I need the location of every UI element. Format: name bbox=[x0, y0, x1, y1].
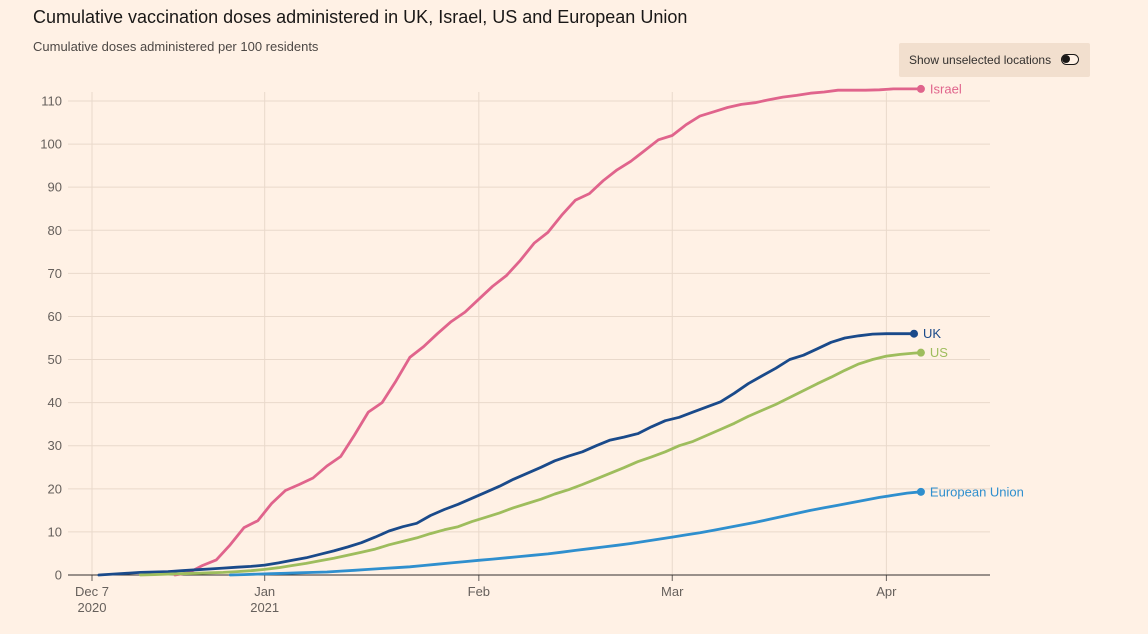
y-tick-label: 80 bbox=[48, 223, 62, 238]
y-tick-label: 40 bbox=[48, 395, 62, 410]
show-unselected-locations-toggle[interactable]: Show unselected locations bbox=[899, 43, 1090, 77]
y-tick-label: 100 bbox=[40, 137, 62, 152]
x-tick-label: Mar bbox=[661, 584, 684, 599]
y-tick-label: 30 bbox=[48, 438, 62, 453]
x-tick-label: Dec 7 bbox=[75, 584, 109, 599]
chart-title: Cumulative vaccination doses administere… bbox=[33, 7, 688, 27]
toggle-switch-icon[interactable] bbox=[1061, 54, 1079, 65]
y-tick-label: 60 bbox=[48, 309, 62, 324]
y-tick-label: 20 bbox=[48, 481, 62, 496]
series-end-marker-european-union bbox=[916, 487, 925, 496]
x-tick-label-year: 2021 bbox=[250, 600, 279, 615]
series-label-european-union: European Union bbox=[930, 484, 1024, 499]
series-line-uk bbox=[97, 332, 916, 577]
x-tick-label: Apr bbox=[876, 584, 897, 599]
x-tick-label-year: 2020 bbox=[78, 600, 107, 615]
series-end-marker-uk bbox=[910, 329, 919, 338]
x-tick-label: Feb bbox=[468, 584, 490, 599]
series-line-israel bbox=[173, 87, 923, 577]
x-tick-label: Jan bbox=[254, 584, 275, 599]
y-tick-label: 10 bbox=[48, 524, 62, 539]
series-line-european-union bbox=[228, 490, 923, 577]
y-tick-label: 0 bbox=[55, 568, 62, 583]
toggle-label: Show unselected locations bbox=[909, 53, 1052, 67]
series-label-israel: Israel bbox=[930, 81, 962, 96]
series-line-us bbox=[138, 351, 923, 577]
grid-layer bbox=[68, 92, 990, 575]
chart-subtitle: Cumulative doses administered per 100 re… bbox=[33, 39, 319, 54]
series-layer: Israel UK US European Union bbox=[97, 81, 1024, 577]
y-tick-label: 50 bbox=[48, 352, 62, 367]
series-label-us: US bbox=[930, 345, 948, 360]
series-end-marker-israel bbox=[916, 84, 925, 93]
y-tick-label: 70 bbox=[48, 266, 62, 281]
y-tick-label: 110 bbox=[41, 94, 62, 109]
series-end-marker-us bbox=[916, 348, 925, 357]
y-tick-label: 90 bbox=[48, 180, 62, 195]
series-label-uk: UK bbox=[923, 326, 941, 341]
toggle-knob bbox=[1062, 55, 1070, 63]
